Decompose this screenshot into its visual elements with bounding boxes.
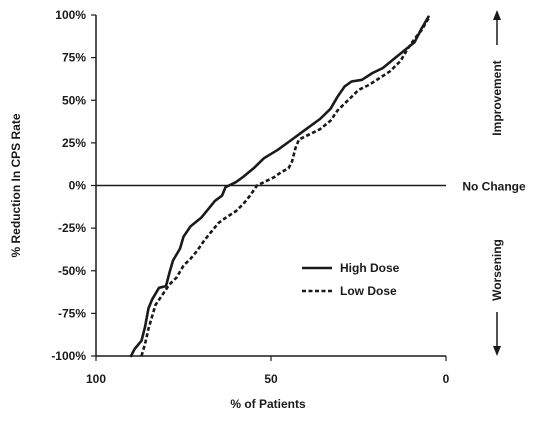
worsening-arrow-head — [493, 346, 501, 356]
y-tick-label: 25% — [62, 136, 86, 150]
y-tick-label: -75% — [58, 306, 86, 320]
improvement-label: Improvement — [490, 60, 504, 135]
y-tick-label: 0% — [69, 179, 87, 193]
series-layer — [129, 15, 430, 358]
series-line-high-dose — [129, 15, 430, 358]
x-tick-label: 0 — [443, 372, 450, 386]
x-axis-title: % of Patients — [230, 397, 306, 411]
y-axis-title: % Reduction In CPS Rate — [9, 113, 23, 257]
legend-label: Low Dose — [340, 284, 397, 298]
y-tick-label: -25% — [58, 221, 86, 235]
worsening-label: Worsening — [490, 239, 504, 301]
x-tick-label: 50 — [264, 372, 278, 386]
legend-label: High Dose — [340, 261, 400, 275]
y-tick-label: 50% — [62, 93, 86, 107]
y-tick-label: -50% — [58, 264, 86, 278]
series-line-low-dose — [140, 17, 430, 357]
x-tick-label: 100 — [86, 372, 106, 386]
y-tick-label: -100% — [51, 349, 86, 363]
labels-layer: 100% 75% 50% 25% 0% -25% -50% -75% -100%100 50 0 No… — [9, 8, 526, 411]
y-tick-label: 75% — [62, 51, 86, 65]
improvement-arrow-head — [493, 10, 501, 20]
no-change-label: No Change — [462, 180, 526, 194]
axes-layer — [91, 10, 501, 361]
y-tick-label: 100% — [55, 8, 86, 22]
